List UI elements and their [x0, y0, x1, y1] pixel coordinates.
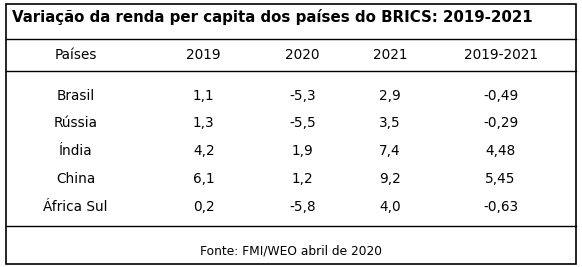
Text: -0,63: -0,63	[483, 200, 518, 214]
Text: -0,29: -0,29	[483, 116, 518, 130]
Text: -5,5: -5,5	[289, 116, 316, 130]
Text: 4,2: 4,2	[193, 144, 215, 158]
Text: Fonte: FMI/WEO abril de 2020: Fonte: FMI/WEO abril de 2020	[200, 245, 382, 257]
Text: 1,3: 1,3	[193, 116, 215, 130]
Text: 2,9: 2,9	[379, 89, 401, 103]
Text: 5,45: 5,45	[485, 172, 516, 186]
Text: -5,3: -5,3	[289, 89, 316, 103]
Text: -5,8: -5,8	[289, 200, 316, 214]
Text: 2019: 2019	[186, 48, 221, 62]
Text: China: China	[56, 172, 95, 186]
Text: 2021: 2021	[372, 48, 407, 62]
Text: 0,2: 0,2	[193, 200, 215, 214]
Text: 1,1: 1,1	[193, 89, 215, 103]
Text: Rússia: Rússia	[54, 116, 98, 130]
Text: Brasil: Brasil	[56, 89, 95, 103]
Text: 6,1: 6,1	[193, 172, 215, 186]
Text: África Sul: África Sul	[44, 200, 108, 214]
Text: 2020: 2020	[285, 48, 320, 62]
Text: 2019-2021: 2019-2021	[463, 48, 538, 62]
Text: 7,4: 7,4	[379, 144, 401, 158]
Text: -0,49: -0,49	[483, 89, 518, 103]
Text: 1,2: 1,2	[292, 172, 314, 186]
Text: 3,5: 3,5	[379, 116, 401, 130]
Text: 4,48: 4,48	[485, 144, 516, 158]
Text: 1,9: 1,9	[292, 144, 314, 158]
Text: Variação da renda per capita dos países do BRICS: 2019-2021: Variação da renda per capita dos países …	[12, 9, 533, 25]
Text: 9,2: 9,2	[379, 172, 401, 186]
Text: Países: Países	[54, 48, 97, 62]
Text: 4,0: 4,0	[379, 200, 401, 214]
Text: Índia: Índia	[59, 144, 93, 158]
